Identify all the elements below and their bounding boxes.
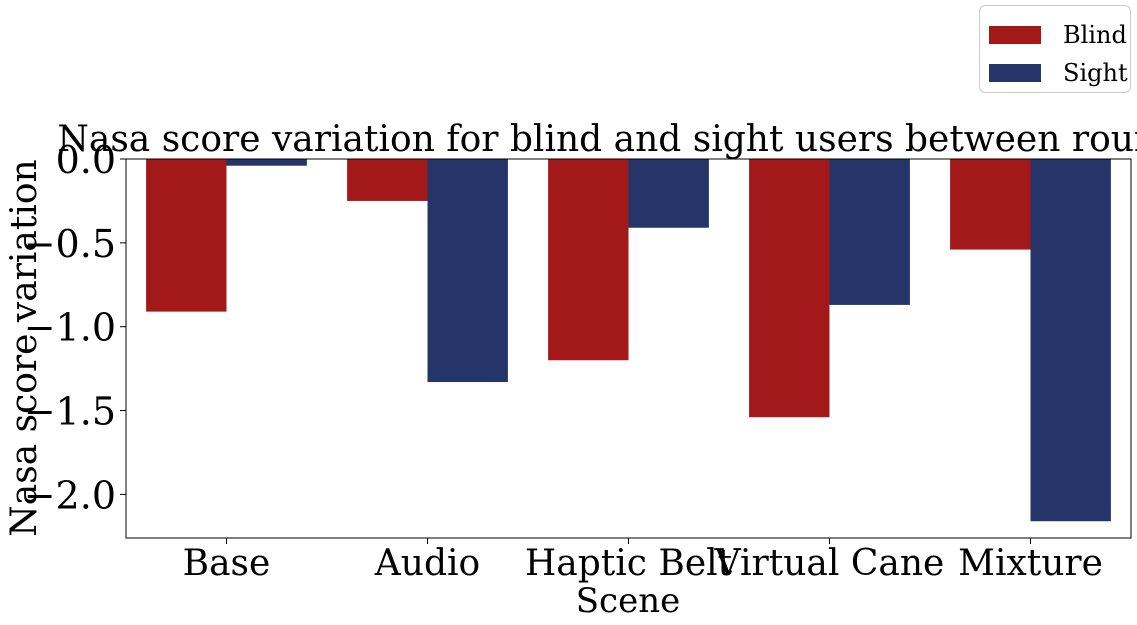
legend-item-blind: Blind <box>989 23 1127 47</box>
legend-label-sight: Sight <box>1063 59 1128 87</box>
bars-layer <box>146 159 1111 522</box>
legend: Blind Sight <box>979 5 1131 93</box>
legend-item-sight: Sight <box>989 61 1128 85</box>
axes-layer: 0.0 −0.5 −1.0 −1.5 −2.0 Base Audio Haptic BeltV… <box>24 138 1132 584</box>
y-tick-label: −0.5 <box>24 222 116 266</box>
bar-sight-mixture <box>1030 159 1111 522</box>
x-tick-label: Virtual Cane <box>714 543 945 584</box>
legend-label-blind: Blind <box>1063 21 1127 49</box>
x-tick-label: Base <box>183 543 271 584</box>
bar-blind-base <box>146 159 227 312</box>
bar-sight-haptic-belt <box>628 159 709 228</box>
x-tick-label: Haptic Belt <box>525 543 733 584</box>
y-tick-label: −1.0 <box>24 306 116 350</box>
x-tick-label: Mixture <box>958 543 1103 584</box>
bar-sight-virtual-cane <box>829 159 910 305</box>
y-tick-label: −1.5 <box>24 390 116 434</box>
y-tick-label: −2.0 <box>24 473 116 517</box>
bar-blind-virtual-cane <box>749 159 830 418</box>
bar-blind-mixture <box>950 159 1031 250</box>
legend-swatch-sight <box>989 64 1041 82</box>
y-axis-label: Nasa score variation <box>4 159 45 536</box>
bar-sight-base <box>226 159 307 166</box>
bar-sight-audio <box>427 159 508 383</box>
x-tick-label: Audio <box>374 543 480 584</box>
legend-swatch-blind <box>989 26 1041 44</box>
x-axis-label: Scene <box>576 581 680 621</box>
chart-title: Nasa score variation for blind and sight… <box>57 119 1137 160</box>
bar-blind-haptic-belt <box>548 159 629 361</box>
bar-blind-audio <box>347 159 428 201</box>
y-tick-label: 0.0 <box>56 138 116 182</box>
